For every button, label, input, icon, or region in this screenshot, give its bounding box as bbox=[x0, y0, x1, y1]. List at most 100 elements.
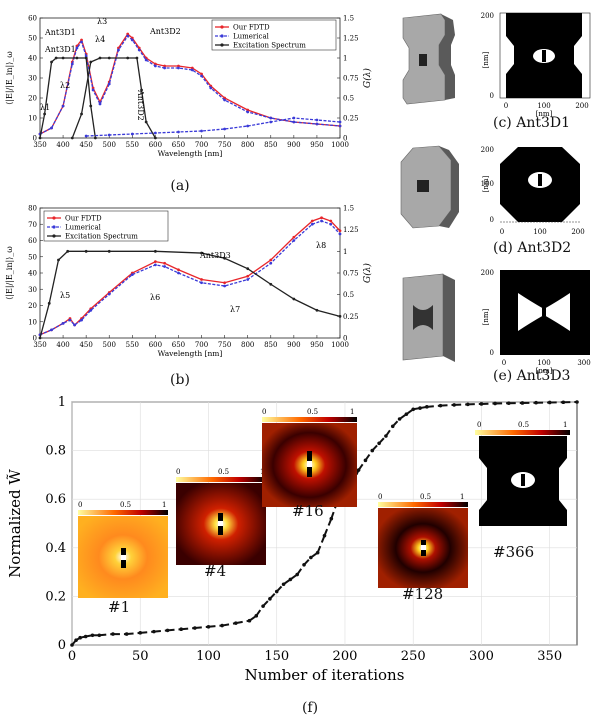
inset-16: 0 0.5 1 #16 bbox=[262, 405, 357, 523]
chart-b-series-0-point bbox=[320, 216, 323, 220]
chart-b-y2tick-label: 1.5 bbox=[343, 205, 354, 213]
chart-a-ytick-label: 20 bbox=[28, 95, 37, 103]
chart-a-series-1-point bbox=[75, 46, 79, 50]
ant3d1-ytick-200: 200 bbox=[481, 12, 494, 20]
chart-f-xtick-label: 350 bbox=[537, 649, 562, 664]
chart-b-ytick-label: 60 bbox=[28, 237, 37, 245]
chart-a-series-1-point bbox=[98, 102, 102, 106]
chart-a-series-3-point bbox=[126, 56, 130, 60]
chart-f-segment bbox=[398, 413, 407, 420]
chart-b-ytick-label: 80 bbox=[28, 205, 37, 213]
chart-b-series-1-point bbox=[153, 263, 157, 267]
chart-a-series-2-point bbox=[61, 56, 65, 60]
ant3d3-ytick-200: 200 bbox=[481, 269, 494, 277]
chart-a-series-0-point bbox=[75, 44, 79, 48]
chart-b-xtick-label: 650 bbox=[172, 341, 185, 349]
inset-4-scale-05: 0.5 bbox=[218, 468, 229, 476]
chart-f-segment bbox=[282, 578, 291, 586]
chart-f-segment bbox=[181, 626, 195, 631]
ant3d3-map: 200 0 [nm] 0 100 300 [nm] bbox=[481, 269, 591, 375]
chart-b-series-1-point bbox=[107, 292, 111, 296]
ant3d1-xtick-0: 0 bbox=[504, 102, 508, 110]
chart-b-series-1-point bbox=[177, 271, 180, 275]
chart-a-annotation: λ4 bbox=[95, 35, 105, 44]
chart-b-series-2-point bbox=[57, 258, 60, 262]
chart-b-series-1-point bbox=[68, 318, 72, 322]
chart-b-legend-box bbox=[43, 210, 169, 242]
chart-b-legend-marker bbox=[52, 216, 56, 220]
chart-b-y2label: G(λ) bbox=[362, 263, 373, 283]
ant3d1-3d-render bbox=[402, 13, 455, 105]
chart-f-xtick-label: 50 bbox=[132, 649, 149, 664]
chart-b-series-1-point bbox=[320, 219, 323, 223]
chart-a-xtick-label: 750 bbox=[218, 141, 231, 149]
caption-d: (d) Ant3D2 bbox=[493, 240, 572, 256]
chart-b-series-2-point bbox=[338, 314, 342, 318]
chart-b-series-0-point bbox=[292, 235, 296, 239]
chart-a-annotation: Ant3D2 bbox=[136, 89, 145, 121]
chart-a-series-4-point bbox=[315, 118, 319, 122]
chart-a-xlabel: Wavelength [nm] bbox=[158, 149, 223, 158]
inset-128-scale-1: 1 bbox=[460, 493, 464, 501]
chart-b-series-0-point bbox=[177, 268, 180, 272]
inset-366-scale-05: 0.5 bbox=[518, 421, 529, 429]
inset-4-scale-0: 0 bbox=[176, 468, 180, 476]
chart-b-series-0-point bbox=[269, 258, 273, 262]
chart-f-segment bbox=[371, 442, 380, 452]
inset-1: 0 0.5 1 #1 bbox=[78, 498, 168, 616]
chart-b-series-1-point bbox=[269, 261, 273, 265]
chart-a-xtick-label: 650 bbox=[172, 141, 185, 149]
chart-b-ylabel: ⟨|E|/|E_in|⟩_ω bbox=[5, 246, 14, 300]
chart-f-segment bbox=[419, 405, 428, 410]
chart-a-series-0-point bbox=[137, 46, 141, 50]
chart-a-series-3-point bbox=[70, 136, 74, 140]
inset-128-scale-0: 0 bbox=[378, 493, 382, 501]
ant3d3-xtick-0: 0 bbox=[502, 359, 506, 367]
chart-f-segment bbox=[269, 590, 278, 600]
chart-f-segment bbox=[426, 404, 441, 408]
chart-f-segment bbox=[235, 619, 250, 625]
chart-f-segment bbox=[405, 408, 414, 415]
caption-c: (c) Ant3D1 bbox=[493, 115, 571, 131]
chart-b-xlabel: Wavelength [nm] bbox=[158, 349, 223, 358]
chart-f-segment bbox=[248, 615, 257, 622]
chart-b-xtick-label: 700 bbox=[195, 341, 208, 349]
chart-b-xtick-label: 600 bbox=[149, 341, 162, 349]
chart-b-xtick-label: 450 bbox=[79, 341, 92, 349]
chart-b-ytick-label: 50 bbox=[28, 253, 37, 261]
chart-f-segment bbox=[126, 631, 141, 636]
chart-b-series-1-point bbox=[163, 265, 167, 268]
chart-b-ytick-label: 0 bbox=[33, 335, 37, 343]
chart-b-series-2-point bbox=[107, 249, 111, 253]
chart-b-series-1-point bbox=[310, 222, 314, 226]
chart-b-series-1-point bbox=[61, 321, 65, 325]
chart-b-xtick-label: 400 bbox=[56, 341, 69, 349]
chart-a-ytick-label: 60 bbox=[28, 15, 37, 23]
chart-f-segment bbox=[289, 573, 298, 581]
chart-a-series-1-point bbox=[338, 124, 342, 128]
chart-a-series-1-point bbox=[107, 82, 111, 86]
chart-a-series-3-point bbox=[140, 88, 143, 92]
ant3d2-ylabel: [nm] bbox=[482, 175, 490, 192]
ant3d2-map: 200 100 0 [nm] 0 100 200 bbox=[481, 146, 585, 236]
inset-4-label: #4 bbox=[204, 562, 227, 580]
inset-128: 0 0.5 1 #128 bbox=[378, 490, 468, 605]
inset-16-label: #16 bbox=[292, 502, 324, 520]
chart-f-segment bbox=[221, 622, 236, 627]
chart-b-xtick-label: 1000 bbox=[331, 341, 349, 349]
chart-a-legend-marker bbox=[220, 43, 224, 47]
chart-a-series-1-point bbox=[223, 98, 227, 102]
chart-f-xtick-label: 0 bbox=[68, 649, 76, 664]
chart-b-series-2-point bbox=[246, 267, 250, 271]
chart-b-series-2-point bbox=[38, 336, 42, 340]
chart-a-xtick-label: 400 bbox=[56, 141, 69, 149]
ant3d1-map: 200 0 [nm] 0 100 200 [nm] bbox=[481, 12, 591, 118]
chart-f-segment bbox=[310, 551, 319, 559]
chart-a-legend-box bbox=[211, 19, 337, 51]
chart-b-series-2-point bbox=[153, 249, 157, 253]
chart-a-y2tick-label: 1.25 bbox=[343, 35, 359, 43]
ant3d1-xtick-100: 100 bbox=[537, 102, 550, 110]
chart-f-segment bbox=[316, 535, 326, 554]
inset-366-scale-1: 1 bbox=[563, 421, 567, 429]
chart-a-series-2-point bbox=[75, 56, 79, 60]
